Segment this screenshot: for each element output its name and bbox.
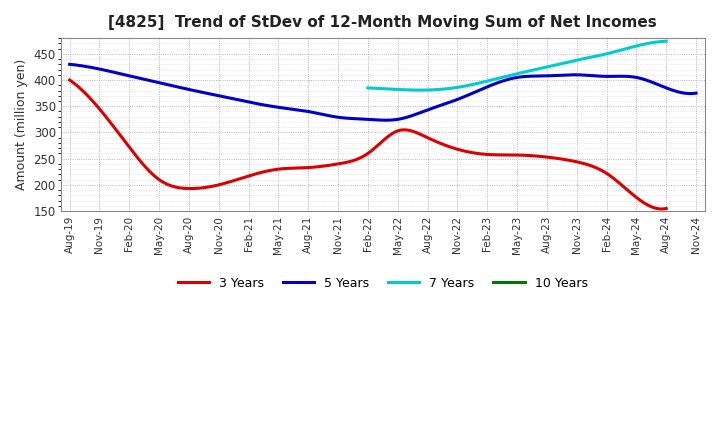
7 Years [364,85,373,91]
3 Years [568,158,577,164]
Line: 3 Years: 3 Years [70,80,666,209]
5 Years [635,75,644,81]
Line: 7 Years: 7 Years [368,41,666,90]
7 Years [616,48,625,53]
7 Years [662,39,670,44]
3 Years [67,79,76,84]
7 Years [415,88,424,93]
7 Years [541,65,550,70]
Line: 5 Years: 5 Years [70,64,696,120]
7 Years [547,63,556,69]
5 Years [382,117,390,123]
Y-axis label: Amount (million yen): Amount (million yen) [15,59,28,190]
3 Years [420,134,429,139]
3 Years [606,173,615,179]
5 Years [68,62,76,67]
3 Years [658,206,667,212]
3 Years [66,77,74,83]
5 Years [66,62,74,67]
5 Years [438,102,447,107]
3 Years [662,206,670,211]
7 Years [364,85,372,91]
3 Years [431,138,439,143]
7 Years [635,43,644,48]
5 Years [451,98,459,103]
5 Years [441,101,449,106]
5 Years [595,73,604,79]
3 Years [418,133,427,138]
Legend: 3 Years, 5 Years, 7 Years, 10 Years: 3 Years, 5 Years, 7 Years, 10 Years [173,272,593,295]
7 Years [542,64,551,70]
5 Years [692,91,701,96]
Title: [4825]  Trend of StDev of 12-Month Moving Sum of Net Incomes: [4825] Trend of StDev of 12-Month Moving… [109,15,657,30]
